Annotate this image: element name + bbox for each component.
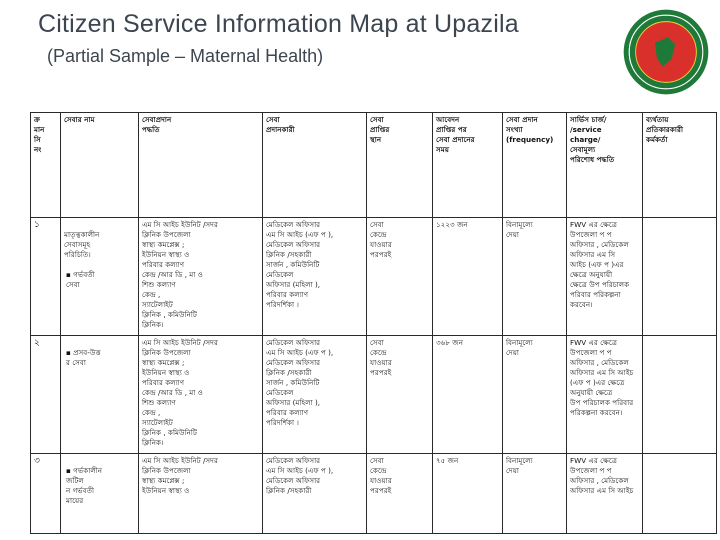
- column-header-officer: ব্যর্থতায় প্রতিকারকারী কর্মকর্তা: [642, 112, 717, 218]
- provider-cell: মেডিকেল অফিসার এম সি আইচ (এফ প ), মেডিকে…: [262, 335, 367, 454]
- column-header-service: সেবার নাম: [60, 112, 139, 218]
- place-cell: সেবা কেন্দ্রে যাওয়ার পরপরই: [366, 335, 433, 454]
- empty-cell: [642, 335, 717, 454]
- officer-cell: FWV এর ক্ষেত্রে উপজেলা প প অফিসার , মেডি…: [566, 453, 643, 534]
- method-cell: এম সি আইচ ইউনিট /সদর ক্লিনিক উপজেলা স্বা…: [138, 453, 263, 534]
- serial-cell: ১: [30, 217, 61, 336]
- service-cell: গর্ভকালীন জটিল ন গর্ভবতী মায়ের: [60, 453, 139, 534]
- empty-cell: [642, 453, 717, 534]
- serial-cell: ২: [30, 335, 61, 454]
- empty-cell: [642, 217, 717, 336]
- table-row: ৩ গর্ভকালীন জটিল ন গর্ভবতী মায়ের এম সি …: [30, 453, 717, 534]
- method-cell: এম সি আইচ ইউনিট /সদর ক্লিনিক উপজেলা স্বা…: [138, 335, 263, 454]
- column-header-provider: সেবা প্রদানকারী: [262, 112, 367, 218]
- frequency-cell: ৩৬৮ জন: [432, 335, 503, 454]
- service-name: প্রসব-উত্ত র সেবা: [64, 348, 135, 368]
- officer-cell: FWV এর ক্ষেত্রে উপজেলা প প অফিসার , মেডি…: [566, 335, 643, 454]
- table-row: ২ প্রসব-উত্ত র সেবা এম সি আইচ ইউনিট /সদর…: [30, 335, 717, 454]
- table-row: ১ মাতৃত্বকালীন সেবাসমূহ পরিচিতি। গর্ভবতী…: [30, 217, 717, 336]
- frequency-cell: ৭৫ জন: [432, 453, 503, 534]
- provider-cell: মেডিকেল অফিসার এম সি আইচ (এফ প ), মেডিকে…: [262, 453, 367, 534]
- charge-cell: বিনামূল্যে দেয়া: [502, 217, 567, 336]
- column-header-serial: ক্র মান সি নং: [30, 112, 61, 218]
- place-cell: সেবা কেন্দ্রে যাওয়ার পরপরই: [366, 217, 433, 336]
- service-cell: মাতৃত্বকালীন সেবাসমূহ পরিচিতি। গর্ভবতী স…: [60, 217, 139, 336]
- officer-cell: FWV এর ক্ষেত্রে উপজেলা প প অফিসার , মেডি…: [566, 217, 643, 336]
- service-info-table: ক্র মান সি নং সেবার নাম সেবাপ্রদান পদ্ধত…: [30, 112, 717, 534]
- column-header-frequency: সেবা প্রদান সংখ্যা (frequency): [502, 112, 567, 218]
- column-header-charge: সার্ভিস চার্জ/ /service charge/ সেবামূল্…: [566, 112, 643, 218]
- table-header-row: ক্র মান সি নং সেবার নাম সেবাপ্রদান পদ্ধত…: [30, 112, 717, 218]
- place-cell: সেবা কেন্দ্রে যাওয়ার পরপরই: [366, 453, 433, 534]
- frequency-cell: ১২২৩ জন: [432, 217, 503, 336]
- page-title: Citizen Service Information Map at Upazi…: [38, 10, 519, 38]
- bangladesh-govt-seal-logo: [623, 9, 709, 95]
- method-cell: এম সি আইচ ইউনিট /সদর ক্লিনিক উপজেলা স্বা…: [138, 217, 263, 336]
- column-header-time: আবেদন প্রাপ্তির পর সেবা প্রদানের সময়: [432, 112, 503, 218]
- column-header-method: সেবাপ্রদান পদ্ধতি: [138, 112, 263, 218]
- service-name: গর্ভকালীন জটিল ন গর্ভবতী মায়ের: [64, 466, 135, 506]
- service-name: গর্ভবতী সেবা: [64, 270, 135, 290]
- service-cell: প্রসব-উত্ত র সেবা: [60, 335, 139, 454]
- service-info-table-container: ক্র মান সি নং সেবার নাম সেবাপ্রদান পদ্ধত…: [30, 112, 718, 540]
- charge-cell: বিনামূল্যে দেয়া: [502, 453, 567, 534]
- intro-text: মাতৃত্বকালীন সেবাসমূহ পরিচিতি।: [64, 230, 100, 259]
- page-subtitle: (Partial Sample – Maternal Health): [47, 46, 324, 66]
- provider-cell: মেডিকেল অফিসার এম সি আইচ (এফ প ), মেডিকে…: [262, 217, 367, 336]
- column-header-place: সেবা প্রাপ্তির স্থান: [366, 112, 433, 218]
- serial-cell: ৩: [30, 453, 61, 534]
- charge-cell: বিনামূল্যে দেয়া: [502, 335, 567, 454]
